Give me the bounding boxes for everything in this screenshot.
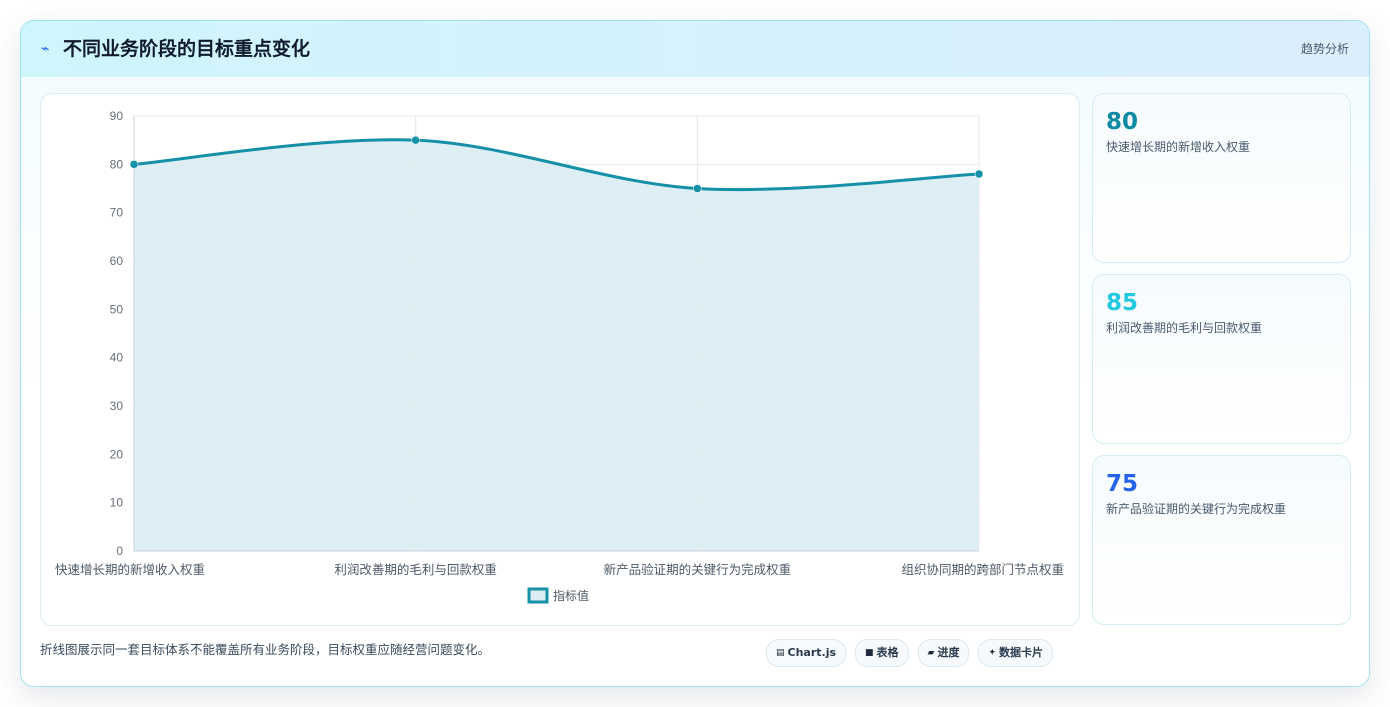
chart-panel: 0 10 20 30 40 50 60 70 80 90 快速增长期的新增收入权重 利润改善期的毛利与… xyxy=(40,93,1080,626)
stat-label: 新产品验证期的关键行为完成权重 xyxy=(1106,502,1287,516)
data-point xyxy=(693,184,702,193)
x-tick-label: 新产品验证期的关键行为完成权重 xyxy=(604,562,792,577)
pill-label: 表格 xyxy=(876,646,899,659)
y-tick-label: 0 xyxy=(116,544,123,558)
y-tick-label: 30 xyxy=(110,399,124,413)
table-icon: ■ xyxy=(865,648,874,658)
data-point xyxy=(129,160,139,169)
footer-note: 折线图展示同一套目标体系不能覆盖所有业务阶段，目标权重应随经营问题变化。 xyxy=(40,642,491,657)
legend-label: 指标值 xyxy=(553,588,589,603)
legend-swatch xyxy=(527,587,549,604)
y-tick-label: 60 xyxy=(110,254,124,268)
x-tick-label: 快速增长期的新增收入权重 xyxy=(55,562,205,577)
y-tick-label: 70 xyxy=(110,206,124,220)
y-tick-label: 50 xyxy=(110,302,124,316)
chart-card: ⌁ 不同业务阶段的目标重点变化 趋势分析 0 10 20 30 40 50 60 70 80 90… xyxy=(20,20,1370,687)
y-tick-label: 10 xyxy=(110,496,124,510)
card-header: ⌁ 不同业务阶段的目标重点变化 趋势分析 xyxy=(21,21,1369,77)
y-tick-label: 90 xyxy=(110,109,124,123)
stat-label: 利润改善期的毛利与回款权重 xyxy=(1106,321,1263,335)
pill-label: Chart.js xyxy=(787,646,837,659)
pill-data-card[interactable]: ✦ 数据卡片 xyxy=(978,639,1054,667)
footer-pills: ▤ Chart.js ■ 表格 ▰ 进度 ✦ 数据卡片 xyxy=(766,639,1054,667)
x-tick-label: 利润改善期的毛利与回款权重 xyxy=(334,562,497,577)
y-tick-label: 80 xyxy=(110,157,124,171)
data-point xyxy=(411,135,420,145)
series-area xyxy=(134,139,979,551)
stat-card-growth: 80 快速增长期的新增收入权重 xyxy=(1092,93,1351,263)
lightning-icon: ⌁ xyxy=(41,41,50,57)
pill-table[interactable]: ■ 表格 xyxy=(855,639,909,667)
chart-icon: ▤ xyxy=(776,648,785,658)
x-tick-label: 组织协同期的跨部门节点权重 xyxy=(901,562,1064,577)
card-title: 不同业务阶段的目标重点变化 xyxy=(63,38,311,60)
analysis-tag: 趋势分析 xyxy=(1300,42,1349,56)
stat-value: 75 xyxy=(1106,471,1139,497)
stat-value: 85 xyxy=(1106,290,1139,316)
y-tick-label: 20 xyxy=(110,447,124,461)
stat-value: 80 xyxy=(1106,109,1139,135)
stat-card-profit: 85 利润改善期的毛利与回款权重 xyxy=(1092,274,1351,444)
pill-chartjs[interactable]: ▤ Chart.js xyxy=(766,639,847,667)
line-chart: 0 10 20 30 40 50 60 70 80 90 快速增长期的新增收入权重 利润改善期的毛利与… xyxy=(55,109,1064,604)
stat-label: 快速增长期的新增收入权重 xyxy=(1106,140,1251,154)
y-tick-label: 40 xyxy=(110,351,124,365)
pill-label: 进度 xyxy=(937,646,960,659)
pill-progress[interactable]: ▰ 进度 xyxy=(917,639,970,667)
card-icon: ✦ xyxy=(988,648,997,658)
stat-card-validation: 75 新产品验证期的关键行为完成权重 xyxy=(1092,455,1351,625)
data-point xyxy=(974,169,984,179)
series-line xyxy=(133,138,980,192)
progress-icon: ▰ xyxy=(927,648,935,658)
pill-label: 数据卡片 xyxy=(999,646,1044,659)
